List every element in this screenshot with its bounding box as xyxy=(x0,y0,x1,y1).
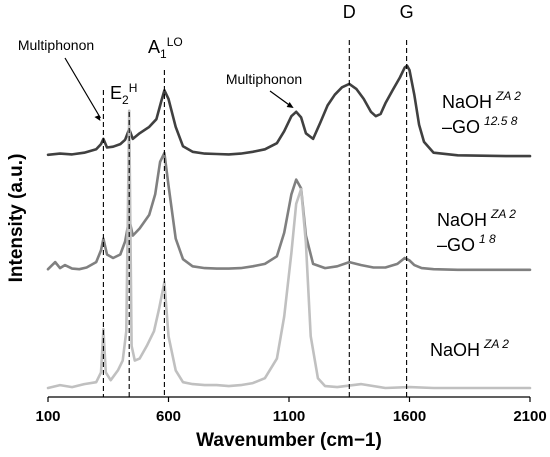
x-tick-group: 100 600 1100 1600 2100 xyxy=(35,397,547,425)
peak-label-e2h: E2H xyxy=(110,81,137,107)
peak-label-multiphonon: Multiphonon xyxy=(18,37,94,53)
x-tick-label: 600 xyxy=(156,408,181,425)
x-tick-label: 100 xyxy=(35,408,60,425)
annotation-arrow-shaft xyxy=(64,57,101,119)
peak-label-g: G xyxy=(400,2,414,22)
annotation-arrow-shaft xyxy=(269,90,291,107)
peak-marker-group xyxy=(102,40,408,397)
series-label-3: NaOH ZA 2 xyxy=(430,337,509,360)
x-axis-title: Wavenumber (cm−1) xyxy=(196,430,382,451)
x-tick-label: 2100 xyxy=(513,408,546,425)
series-label-1-line2: –GO 12.5 8 xyxy=(442,114,518,137)
peak-label-d: D xyxy=(343,2,356,22)
peak-label-a1lo: A1LO xyxy=(148,35,183,61)
x-tick-label: 1600 xyxy=(393,408,426,425)
annotation-label-1: Multiphonon xyxy=(226,71,302,87)
series-label-2: NaOH ZA 2 xyxy=(437,207,516,230)
annotation-arrow-head xyxy=(94,115,101,121)
series-group xyxy=(46,64,532,390)
annotation-group: Multiphonon xyxy=(226,71,302,108)
peak-label-group: Multiphonon E2H A1LO D G xyxy=(18,2,414,121)
annotation-arrow-head xyxy=(286,102,294,108)
series-line-1 xyxy=(46,64,532,158)
series-line-2 xyxy=(46,151,532,272)
series-label-2-line2: –GO 1 8 xyxy=(437,232,496,255)
y-axis-title: Intensity (a.u.) xyxy=(6,154,27,283)
x-tick-label: 1100 xyxy=(273,408,306,425)
series-line-3 xyxy=(46,109,532,390)
series-label-1: NaOH ZA 2 xyxy=(442,89,521,112)
